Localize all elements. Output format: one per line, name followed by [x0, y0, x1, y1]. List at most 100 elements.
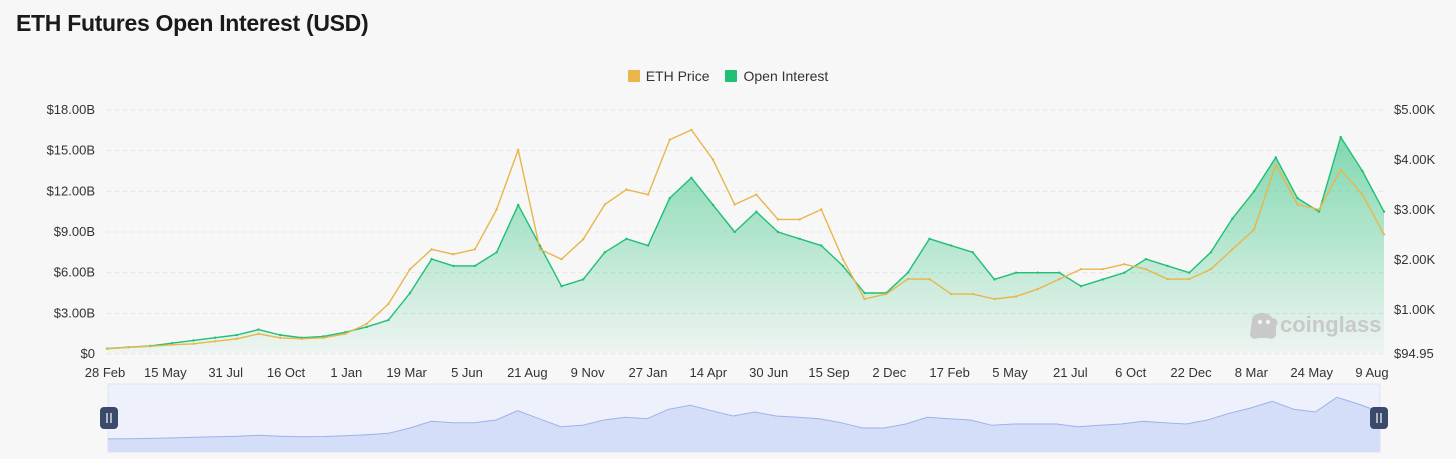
x-tick-label: 8 Mar	[1235, 365, 1269, 380]
x-tick-label: 5 Jun	[451, 365, 483, 380]
x-tick-label: 21 Jul	[1053, 365, 1088, 380]
open-interest-point	[1274, 156, 1277, 159]
x-tick-label: 5 May	[992, 365, 1028, 380]
eth-price-point	[646, 193, 650, 196]
eth-price-point	[1079, 267, 1083, 271]
open-interest-line	[106, 136, 1385, 350]
open-interest-point	[387, 318, 390, 322]
open-interest-point	[1166, 264, 1169, 268]
chart-legend: ETH Price Open Interest	[0, 68, 1456, 84]
open-interest-point	[1209, 251, 1213, 254]
eth-price-point	[949, 292, 953, 296]
eth-price-point	[1274, 163, 1277, 166]
eth-price-point	[1361, 193, 1364, 196]
open-interest-point	[1101, 278, 1104, 281]
open-interest-point	[408, 291, 412, 295]
eth-price-point	[473, 248, 477, 251]
left-tick-label: $0	[81, 346, 95, 361]
eth-price-point	[690, 128, 693, 132]
legend-item-eth-price[interactable]: ETH Price	[627, 68, 709, 84]
x-tick-label: 15 May	[144, 365, 187, 380]
x-tick-label: 16 Oct	[267, 365, 306, 380]
left-tick-label: $15.00B	[47, 143, 95, 158]
eth-price-point	[300, 337, 303, 341]
eth-price-point	[1058, 277, 1061, 281]
eth-price-point	[971, 292, 974, 296]
eth-price-point	[1123, 263, 1126, 266]
x-tick-label: 17 Feb	[929, 365, 969, 380]
open-interest-area	[107, 137, 1384, 354]
eth-price-point	[863, 297, 866, 301]
x-tick-label: 30 Jun	[749, 365, 788, 380]
eth-price-point	[538, 248, 542, 251]
eth-price-point	[149, 345, 152, 348]
open-interest-point	[863, 291, 866, 295]
eth-price-point	[214, 340, 217, 343]
x-tick-label: 14 Apr	[690, 365, 728, 380]
x-tick-label: 24 May	[1290, 365, 1333, 380]
left-tick-label: $3.00B	[54, 305, 95, 320]
eth-price-point	[884, 292, 888, 296]
x-tick-label: 1 Jan	[330, 365, 362, 380]
right-tick-label: $2.00K	[1394, 252, 1436, 267]
x-tick-label: 27 Jan	[628, 365, 667, 380]
eth-price-point	[1036, 287, 1039, 291]
eth-price-point	[1339, 168, 1342, 171]
open-interest-point	[1296, 196, 1299, 200]
eth-price-point	[581, 238, 585, 241]
legend-swatch-eth-price	[627, 70, 640, 82]
open-interest-point	[473, 264, 477, 268]
open-interest-point	[495, 251, 498, 254]
open-interest-point	[1339, 135, 1342, 139]
eth-price-point	[625, 188, 628, 191]
open-interest-point	[971, 251, 974, 254]
navigator-handle-left[interactable]	[100, 407, 118, 429]
eth-price-point	[711, 158, 715, 161]
right-tick-label: $94.95	[1394, 346, 1434, 361]
watermark-text: coinglass	[1280, 312, 1381, 337]
open-interest-point	[1317, 210, 1321, 213]
x-tick-label: 15 Sep	[808, 365, 849, 380]
open-interest-point	[517, 203, 520, 207]
navigator-handle-right[interactable]	[1370, 407, 1388, 429]
open-interest-point	[841, 264, 845, 268]
left-tick-label: $6.00B	[54, 265, 95, 280]
x-tick-label: 31 Jul	[208, 365, 243, 380]
open-interest-point	[257, 328, 260, 331]
legend-swatch-open-interest	[725, 70, 738, 82]
open-interest-point	[776, 230, 780, 234]
eth-price-point	[1382, 233, 1386, 236]
eth-price-point	[906, 277, 910, 281]
eth-price-point	[495, 208, 498, 211]
x-tick-label: 9 Nov	[571, 365, 605, 380]
open-interest-point	[668, 196, 671, 200]
x-tick-label: 19 Mar	[386, 365, 427, 380]
eth-price-point	[408, 267, 412, 271]
eth-price-point	[755, 193, 758, 196]
eth-price-point	[365, 322, 368, 326]
eth-price-point	[1317, 208, 1321, 211]
eth-price-point	[322, 336, 325, 340]
open-interest-point	[798, 237, 801, 240]
legend-item-open-interest[interactable]: Open Interest	[725, 68, 828, 84]
x-tick-label: 9 Aug	[1355, 365, 1388, 380]
eth-price-point	[1101, 267, 1104, 271]
range-navigator[interactable]	[100, 383, 1388, 453]
right-tick-label: $1.00K	[1394, 302, 1436, 317]
open-interest-point	[755, 210, 758, 213]
eth-price-point	[430, 248, 433, 251]
eth-price-point	[192, 342, 195, 345]
eth-price-point	[452, 253, 455, 256]
open-interest-point	[214, 336, 217, 339]
eth-price-point	[1296, 203, 1299, 206]
left-y-axis: $0 $3.00B $6.00B $9.00B $12.00B $15.00B $18.00…	[47, 102, 95, 361]
eth-price-point	[343, 332, 347, 336]
eth-price-point	[170, 343, 174, 346]
eth-price-point	[820, 208, 823, 211]
open-interest-point	[1058, 271, 1061, 274]
x-tick-label: 28 Feb	[85, 365, 125, 380]
x-tick-label: 22 Dec	[1170, 365, 1212, 380]
left-tick-label: $12.00B	[47, 183, 95, 198]
open-interest-point	[1188, 271, 1191, 274]
open-interest-point	[949, 244, 953, 247]
